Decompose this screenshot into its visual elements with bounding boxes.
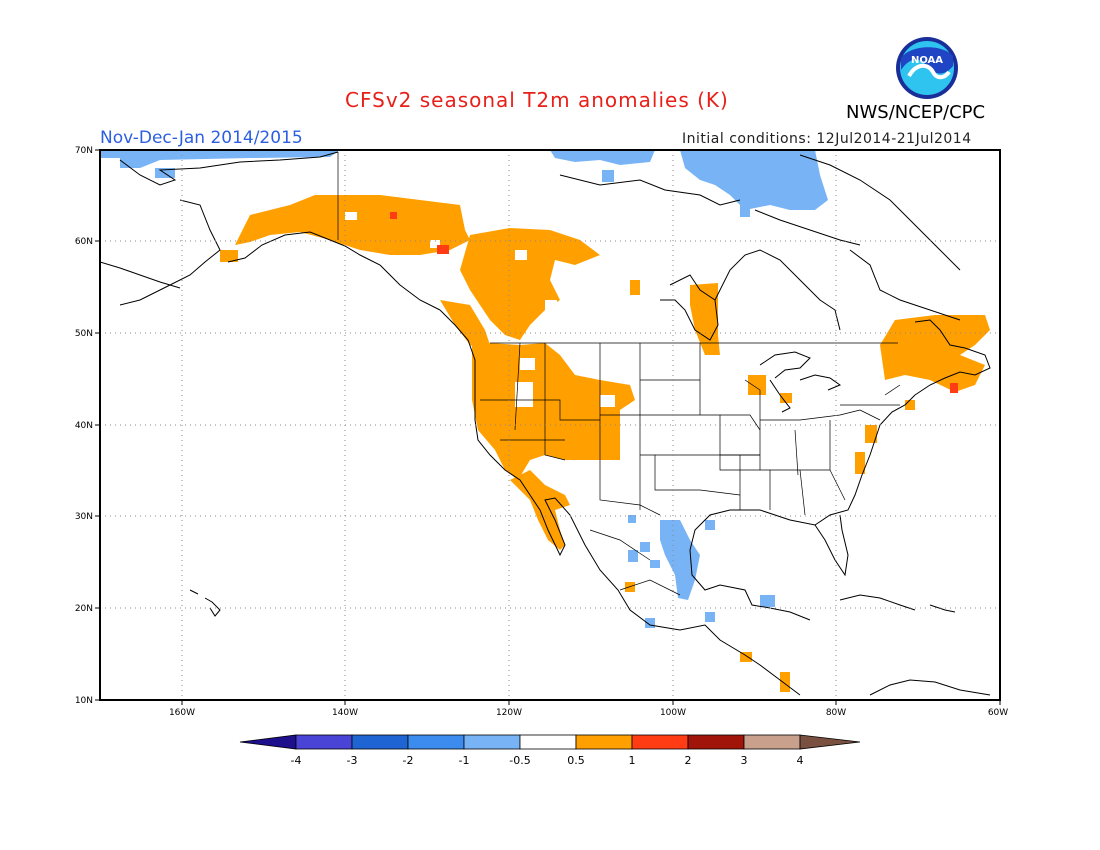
colorbar-cell [407,734,465,750]
colorbar-arrow-low [239,734,297,750]
lat-label: 10N [75,696,93,706]
map-area [100,150,1000,700]
colorbar-label: 4 [797,754,804,767]
colorbar-label: -4 [291,754,302,767]
colorbar-cell [351,734,409,750]
lon-label: 160W [169,708,195,718]
colorbar-cell [519,734,577,750]
colorbar-cell [631,734,689,750]
lat-label: 30N [75,512,93,522]
cool-anomaly-regions [100,150,828,628]
colorbar-cell [743,734,801,750]
lat-label: 40N [75,421,93,431]
neutral-holes [345,212,615,407]
map-title: CFSv2 seasonal T2m anomalies (K) [345,88,729,112]
colorbar-cell [575,734,633,750]
lon-label: 60W [988,708,1008,718]
colorbar-label: -3 [347,754,358,767]
agency-label: NWS/NCEP/CPC [846,102,986,123]
colorbar-label: 3 [741,754,748,767]
strong-warm-regions [390,212,958,393]
colorbar-cell [463,734,521,750]
colorbar-label: -2 [403,754,414,767]
colorbar-label: 1 [629,754,636,767]
colorbar-cell [687,734,745,750]
forecast-period: Nov-Dec-Jan 2014/2015 [100,128,303,148]
coastlines [100,151,991,696]
colorbar-arrow-high [799,734,861,750]
lat-label: 20N [75,604,93,614]
lon-label: 100W [660,708,686,718]
colorbar: -4 -3 -2 -1 -0.5 0.5 1 2 3 4 [239,734,861,767]
lat-labels: 10N 20N 30N 40N 50N 60N 70N [75,146,93,706]
lon-label: 140W [332,708,358,718]
lon-label: 120W [496,708,522,718]
colorbar-label: 2 [685,754,692,767]
colorbar-cell [295,734,353,750]
logo-text: NOAA [911,55,943,66]
lat-label: 60N [75,237,93,247]
noaa-logo: NOAA [896,37,958,99]
tick-marks [95,149,1001,705]
lon-label: 80W [826,708,846,718]
lat-label: 50N [75,329,93,339]
colorbar-label: -1 [459,754,470,767]
lat-label: 70N [75,146,93,156]
colorbar-label: 0.5 [567,754,585,767]
lon-labels: 160W 140W 120W 100W 80W 60W [169,708,1008,718]
colorbar-label: -0.5 [509,754,530,767]
initial-conditions: Initial conditions: 12Jul2014-21Jul2014 [682,131,972,147]
political-boundaries [337,152,901,596]
graticule [100,150,1000,700]
